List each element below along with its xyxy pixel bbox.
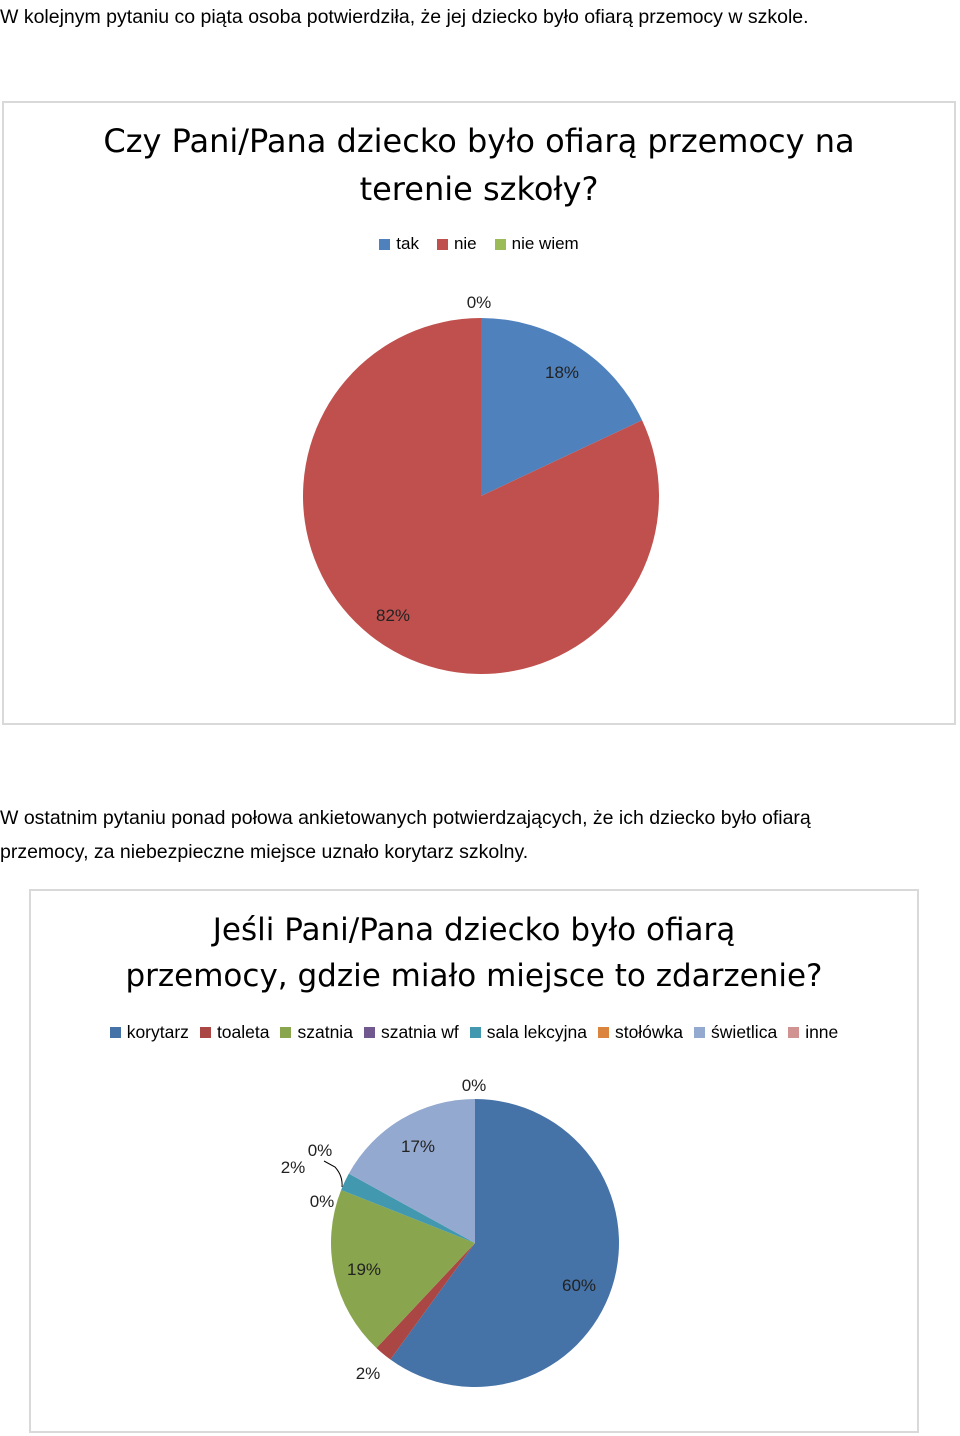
chart-legend: tak nie nie wiem [4, 234, 954, 254]
legend-label: sala lekcyjna [486, 1022, 587, 1042]
data-label-tak: 18% [545, 363, 579, 382]
data-label-szatnia-wf: 0% [308, 1141, 333, 1160]
summary-line-2: przemocy, za niebezpieczne miejsce uznał… [0, 841, 529, 863]
summary-line-1: W ostatnim pytaniu ponad połowa ankietow… [0, 807, 811, 829]
legend-label: nie [453, 234, 477, 253]
chart-title: Jeśli Pani/Pana dziecko było ofiarą prze… [31, 907, 917, 999]
pie-slice-korytarz [390, 1099, 619, 1387]
data-label-świetlica: 17% [401, 1137, 435, 1156]
legend-item-stolowka: stołówka [597, 1022, 684, 1043]
legend-label: korytarz [126, 1022, 189, 1042]
pie-slice-świetlica [348, 1099, 475, 1243]
chart-violence-location: Jeśli Pani/Pana dziecko było ofiarą prze… [29, 889, 919, 1433]
leader-line [323, 1160, 343, 1188]
data-label-szatnia: 19% [347, 1260, 381, 1279]
data-label-nie-wiem: 0% [467, 293, 492, 312]
data-label-korytarz: 60% [562, 1276, 596, 1295]
chart-title-line-2: przemocy, gdzie miało miejsce to zdarzen… [125, 958, 823, 994]
legend-label: świetlica [711, 1022, 778, 1042]
data-label-stołówka: 0% [310, 1192, 335, 1211]
pie-slice-szatnia [331, 1189, 475, 1348]
legend-swatch [109, 1027, 121, 1038]
legend-label: inne [805, 1022, 839, 1042]
legend-item-szatnia-wf: szatnia wf [363, 1022, 459, 1043]
pie-slice-nie [303, 318, 660, 675]
legend-item-swietlica: świetlica [694, 1022, 777, 1043]
legend-item-inne: inne [788, 1022, 838, 1043]
pie-chart-2: 60%2%19%0%2%0%17%0% [281, 1076, 619, 1387]
data-label-toaleta: 2% [356, 1364, 381, 1383]
legend-item-nie: nie [436, 234, 477, 254]
legend-swatch [280, 1027, 292, 1038]
legend-swatch [494, 238, 506, 250]
chart-title-line-2: terenie szkoły? [359, 170, 599, 208]
legend-label: szatnia [297, 1022, 353, 1042]
chart-title-line-1: Jeśli Pani/Pana dziecko było ofiarą [212, 912, 736, 948]
pie-chart-1: 18% 82% 0% [303, 293, 660, 675]
legend-label: toaleta [216, 1022, 270, 1042]
data-label-nie: 82% [376, 606, 410, 625]
chart-title-line-1: Czy Pani/Pana dziecko było ofiarą przemo… [103, 122, 855, 160]
legend-swatch [469, 1027, 481, 1038]
data-label-sala-lekcyjna: 2% [281, 1158, 306, 1177]
chart-legend: korytarz toaleta szatnia szatnia wf sala… [31, 1022, 917, 1043]
pie-slice-sala-lekcyjna [341, 1173, 475, 1243]
legend-swatch [597, 1027, 609, 1038]
legend-swatch [788, 1027, 800, 1038]
chart-violence-at-school: Czy Pani/Pana dziecko było ofiarą przemo… [2, 101, 956, 725]
legend-item-toaleta: toaleta [199, 1022, 270, 1043]
chart-title: Czy Pani/Pana dziecko było ofiarą przemo… [4, 117, 954, 213]
data-label-inne: 0% [462, 1076, 487, 1095]
legend-item-nie-wiem: nie wiem [494, 234, 579, 254]
legend-swatch [694, 1027, 706, 1038]
intro-paragraph: W kolejnym pytaniu co piąta osoba potwie… [0, 6, 809, 28]
legend-item-korytarz: korytarz [109, 1022, 189, 1043]
legend-swatch [363, 1027, 375, 1038]
legend-swatch [436, 238, 448, 250]
legend-swatch [379, 238, 391, 250]
pie-slice-toaleta [376, 1243, 475, 1360]
legend-label: szatnia wf [380, 1022, 459, 1042]
legend-label: nie wiem [511, 234, 579, 253]
legend-item-szatnia: szatnia [280, 1022, 353, 1043]
legend-item-sala-lekcyjna: sala lekcyjna [469, 1022, 587, 1043]
legend-label: tak [396, 234, 419, 253]
legend-item-tak: tak [379, 234, 419, 254]
summary-paragraph: W ostatnim pytaniu ponad połowa ankietow… [0, 801, 811, 869]
legend-swatch [199, 1027, 211, 1038]
legend-label: stołówka [614, 1022, 684, 1042]
pie-slice-tak [481, 318, 643, 496]
